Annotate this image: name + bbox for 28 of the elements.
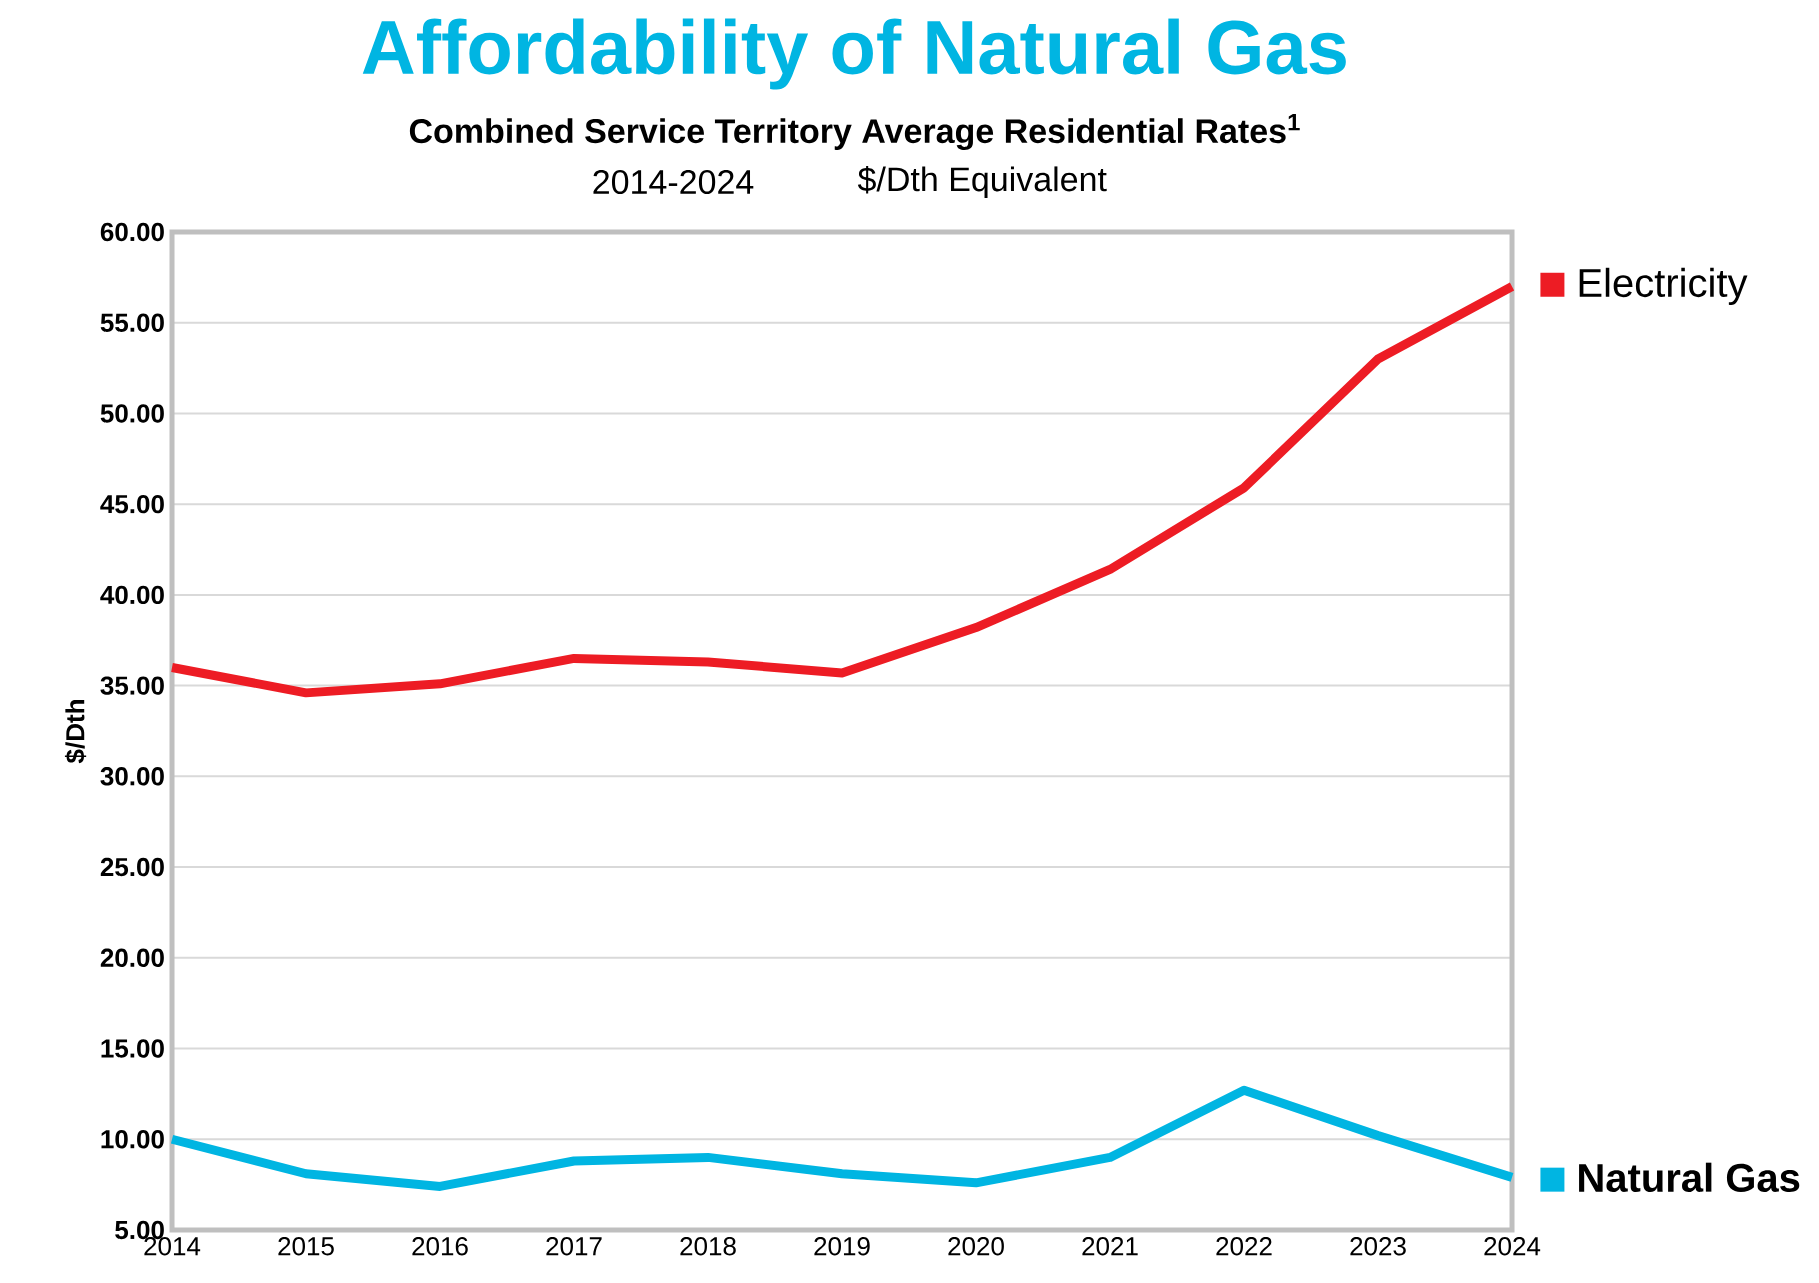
x-tick-label: 2019 (814, 1237, 870, 1256)
text: 2014-2024 (593, 169, 754, 195)
y-tick-label: 10.00 (101, 1130, 164, 1149)
chart-title: Affordability of Natural Gas (362, 18, 1346, 90)
x-tick-label: 2015 (278, 1237, 334, 1256)
y-axis-title: $/Dth (64, 700, 87, 764)
x-tick-label: 2016 (412, 1237, 468, 1256)
x-tick-label: 2020 (948, 1237, 1004, 1256)
y-tick-label: 55.00 (100, 313, 164, 332)
y-tick-label: 50.00 (100, 404, 164, 423)
y-tick-label: 40.00 (100, 585, 164, 605)
y-tick-label: 20.00 (100, 948, 164, 967)
y-tick-label: 60.00 (100, 222, 164, 242)
x-tick-label: 2017 (546, 1237, 602, 1256)
legend-label: Electricity (1579, 267, 1748, 306)
text: $/Dth Equivalent (857, 165, 1107, 199)
x-tick-label: 2022 (1216, 1237, 1272, 1256)
y-tick-label: 45.00 (100, 494, 164, 514)
y-tick-label: 35.00 (100, 676, 164, 695)
chart-subtitle: Combined Service Territory Average Residential Rates$^{1}$ (409, 113, 1300, 151)
x-tick-label: 2023 (1350, 1237, 1406, 1256)
legend-label: Natural Gas (1579, 1162, 1800, 1193)
x-tick-label: 2024 (1484, 1237, 1541, 1256)
y-tick-label: 25.00 (100, 857, 164, 877)
x-tick-label: 2021 (1082, 1237, 1138, 1256)
y-tick-label: 15.00 (101, 1039, 164, 1058)
y-tick-label: 30.00 (100, 767, 164, 786)
x-tick-label: 2018 (680, 1237, 736, 1256)
